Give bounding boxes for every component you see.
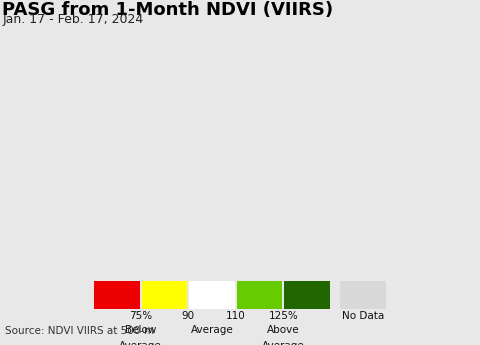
Bar xyxy=(340,281,386,309)
Text: 110: 110 xyxy=(226,311,246,321)
Text: Jan. 17 - Feb. 17, 2024: Jan. 17 - Feb. 17, 2024 xyxy=(2,13,144,26)
Text: 90: 90 xyxy=(181,311,195,321)
Text: Source: NDVI VIIRS at 500-m: Source: NDVI VIIRS at 500-m xyxy=(5,326,154,336)
Bar xyxy=(94,281,140,309)
Bar xyxy=(189,281,235,309)
Text: 75%: 75% xyxy=(129,311,152,321)
Text: Above: Above xyxy=(267,325,300,335)
Text: Average: Average xyxy=(262,342,305,345)
Text: Average: Average xyxy=(191,325,233,335)
Text: No Data: No Data xyxy=(342,311,384,321)
Text: Below: Below xyxy=(125,325,156,335)
Bar xyxy=(237,281,282,309)
Bar xyxy=(142,281,187,309)
Bar xyxy=(284,281,330,309)
Text: 125%: 125% xyxy=(268,311,298,321)
Text: PASG from 1-Month NDVI (VIIRS): PASG from 1-Month NDVI (VIIRS) xyxy=(2,1,334,19)
Text: Average: Average xyxy=(119,342,162,345)
